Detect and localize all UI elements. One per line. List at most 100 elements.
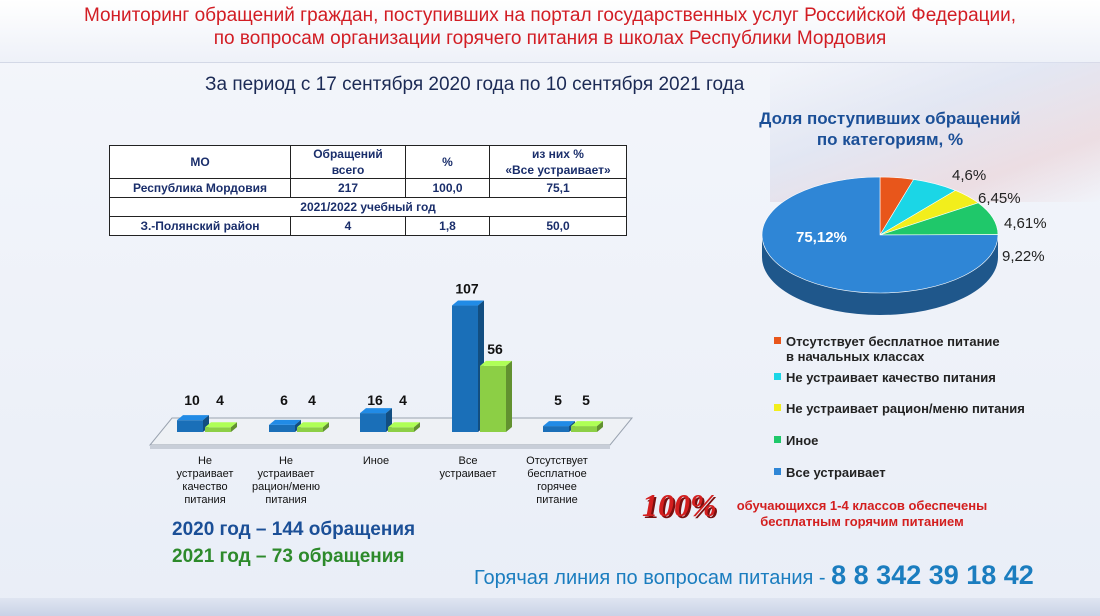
cell-section: 2021/2022 учебный год (109, 197, 627, 217)
bar-category-label: Все устраивает (423, 455, 513, 481)
bar-value-label: 56 (487, 341, 503, 357)
pie-label-slice-1: 4,6% (952, 167, 987, 184)
flag-decoration (770, 62, 1100, 202)
legend-label: Иное (786, 433, 819, 448)
bar-2021-3 (480, 360, 512, 432)
total-2020: 2020 год – 144 обращения (172, 519, 416, 540)
highlight-line-2: бесплатным горячим питанием (760, 514, 964, 529)
period-subtitle: За период с 17 сентября 2020 года по 10 … (205, 74, 745, 95)
bar-category-label-line: Не (197, 455, 213, 467)
bar-value-label: 4 (308, 392, 316, 408)
header-total-line1: Обращений (313, 147, 383, 161)
legend-swatch (774, 373, 781, 380)
bar-value-label: 16 (367, 392, 383, 408)
cell-ok: 50,0 (489, 216, 627, 236)
table-header-ok: из них % «Все устраивает» (489, 145, 627, 179)
bar-category-label-line: устраивает (257, 468, 315, 480)
bar-category-label-line: Не (278, 455, 294, 467)
legend-label: Не устраивает рацион/меню питания (786, 401, 1025, 416)
legend-label-line1: Отсутствует бесплатное питание (786, 334, 1000, 349)
hotline-number: 8 8 342 39 18 42 (831, 560, 1034, 590)
legend-swatch (774, 436, 781, 443)
legend-item: Не устраивает рацион/меню питания (774, 401, 1094, 416)
bar-2020-4 (543, 421, 575, 432)
title-line-2: по вопросам организации горячего питания… (213, 28, 887, 49)
header-banner: Мониторинг обращений граждан, поступивши… (0, 0, 1100, 63)
bar-value-label: 5 (554, 392, 562, 408)
bar-value-label: 5 (582, 392, 590, 408)
hotline: Горячая линия по вопросам питания - 8 8 … (474, 560, 1034, 591)
bar-category-label-line: питания (184, 494, 226, 506)
legend-label-line2: в начальных классах (786, 349, 925, 364)
bar-category-label-line: питание (536, 494, 578, 506)
pie-slice-4 (761, 176, 999, 294)
cell-total: 4 (290, 216, 406, 236)
bar-category-label-line: Отсутствует (526, 455, 588, 467)
legend-swatch (774, 468, 781, 475)
pie-title-line-1: Доля поступивших обращений (759, 109, 1021, 128)
bar-category-label: Не устраивает рацион/меню питания (241, 455, 331, 507)
header-ok-line2: «Все устраивает» (505, 163, 611, 177)
footer-band (0, 598, 1100, 616)
cell-mo: Республика Мордовия (109, 178, 291, 198)
header-total-line2: всего (331, 163, 365, 177)
legend-swatch (774, 337, 781, 344)
bar-category-label-line: питания (265, 494, 307, 506)
table-header-row: МО Обращений всего % из них % «Все устраив… (109, 145, 627, 179)
bar-2021-4 (571, 421, 603, 432)
bar-category-label: Иное (331, 455, 421, 468)
bar-category-label-line: бесплатное (527, 468, 587, 480)
bar-category-label: Отсутствует бесплатное горячее питание (512, 455, 602, 507)
bar-category-label: Не устраивает качество питания (160, 455, 250, 507)
bar-2020-2 (360, 408, 392, 432)
bar-value-label: 107 (455, 281, 479, 297)
bar-category-label-line: устраивает (176, 468, 234, 480)
table-header-total: Обращений всего (290, 145, 406, 179)
bar-value-label: 4 (399, 392, 407, 408)
bar-category-label-line: устраивает (439, 468, 497, 480)
bar-2021-0 (205, 422, 237, 432)
legend-item: Отсутствует бесплатное питание в начальн… (774, 334, 1094, 364)
hundred-percent-text: обучающихся 1-4 классов обеспечены беспл… (722, 498, 1002, 530)
bar-2020-0 (177, 415, 209, 432)
cell-pct: 1,8 (405, 216, 490, 236)
pie-label-slice-3: 4,61% (1004, 215, 1047, 232)
highlight-line-1: обучающихся 1-4 классов обеспечены (736, 498, 988, 513)
hundred-percent-badge: 100% (642, 487, 717, 523)
bar-2021-1 (297, 422, 329, 432)
bar-category-label-line: рацион/меню (252, 481, 320, 493)
table-row: Республика Мордовия 217 100,0 75,1 (109, 178, 627, 198)
cell-mo: З.-Полянский район (109, 216, 291, 236)
chart-floor-edge (150, 445, 610, 449)
legend-swatch (774, 404, 781, 411)
pie-title-line-2: по категориям, % (816, 130, 964, 149)
bar-2020-1 (269, 419, 301, 432)
table-section-row: 2021/2022 учебный год (109, 197, 627, 217)
table-header-pct: % (405, 145, 490, 179)
legend-label: Все устраивает (786, 465, 886, 480)
appeals-table: МО Обращений всего % из них % «Все устраив… (109, 145, 627, 236)
title-line-1: Мониторинг обращений граждан, поступивши… (83, 5, 1017, 26)
pie-chart (761, 176, 999, 315)
legend-label: Не устраивает качество питания (786, 370, 996, 385)
table-row: З.-Полянский район 4 1,8 50,0 (109, 216, 627, 236)
bar-value-label: 10 (184, 392, 200, 408)
pie-chart-title: Доля поступивших обращений по категориям… (740, 108, 1040, 150)
bar-category-label-line: Иное (362, 455, 390, 467)
bar-2020-3 (452, 300, 484, 432)
bar-category-label-line: качество (182, 481, 228, 493)
pie-side (762, 235, 998, 315)
pie-label-slice-2: 6,45% (978, 190, 1021, 207)
cell-pct: 100,0 (405, 178, 490, 198)
cell-total: 217 (290, 178, 406, 198)
total-2021: 2021 год – 73 обращения (172, 546, 405, 567)
bar-category-label-line: Все (458, 455, 478, 467)
header-ok-line1: из них % (532, 147, 584, 161)
table-header-mo: МО (109, 145, 291, 179)
bar-category-label-line: горячее (537, 481, 577, 493)
legend-item: Иное (774, 433, 1094, 448)
bar-value-label: 6 (280, 392, 288, 408)
legend-item: Все устраивает (774, 465, 1094, 480)
pie-legend: Отсутствует бесплатное питание в начальн… (774, 334, 1094, 480)
bar-value-label: 4 (216, 392, 224, 408)
